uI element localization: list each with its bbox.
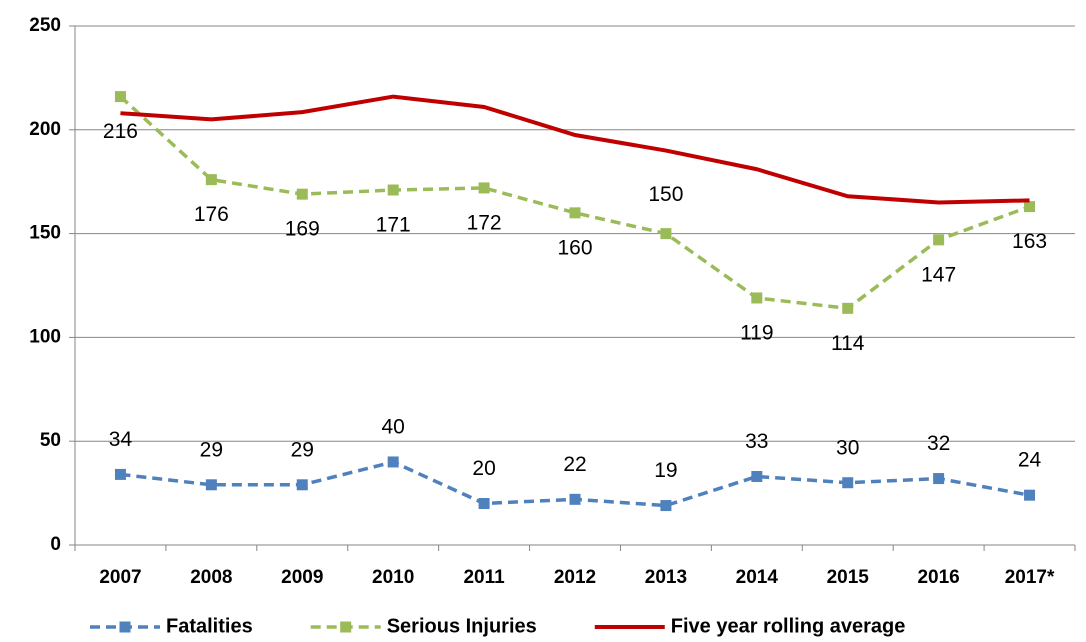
data-label: 22 (563, 453, 586, 476)
x-tick-label: 2011 (463, 567, 505, 588)
marker (296, 479, 308, 491)
data-label: 29 (291, 438, 314, 461)
legend-label: Serious Injuries (387, 615, 537, 637)
data-label: 147 (921, 263, 956, 286)
marker (478, 182, 490, 194)
marker (205, 479, 217, 491)
data-label: 171 (376, 214, 411, 237)
y-tick-label: 200 (29, 119, 61, 140)
data-label: 33 (745, 430, 768, 453)
marker (933, 473, 945, 485)
y-tick-label: 50 (40, 430, 61, 451)
marker (387, 184, 399, 196)
x-tick-label: 2012 (554, 567, 596, 588)
data-label: 40 (382, 416, 405, 439)
data-label: 32 (927, 432, 950, 455)
x-tick-label: 2009 (281, 567, 323, 588)
data-label: 176 (194, 203, 229, 226)
series-line (119, 95, 1031, 311)
data-label: 114 (831, 332, 865, 355)
x-tick-label: 2008 (190, 567, 232, 588)
marker (842, 477, 854, 489)
marker (660, 500, 672, 512)
x-tick-label: 2015 (827, 567, 870, 588)
legend-marker (119, 621, 131, 633)
marker (114, 91, 126, 103)
marker (751, 292, 763, 304)
data-label: 24 (1018, 449, 1042, 472)
x-tick-label: 2014 (736, 567, 779, 588)
marker (842, 302, 854, 314)
marker (751, 470, 763, 482)
legend-marker (340, 621, 352, 633)
series-line (120, 94, 1030, 205)
data-label: 216 (103, 120, 138, 143)
x-tick-label: 2017* (1005, 567, 1055, 588)
data-label: 29 (200, 438, 223, 461)
marker (478, 497, 490, 509)
data-label: 163 (1012, 230, 1047, 253)
y-tick-label: 150 (29, 223, 61, 244)
marker (933, 234, 945, 246)
data-label: 20 (472, 457, 495, 480)
x-tick-label: 2007 (99, 567, 141, 588)
data-label: 150 (648, 183, 683, 206)
legend-label: Five year rolling average (671, 615, 906, 637)
x-tick-label: 2016 (917, 567, 959, 588)
y-tick-label: 250 (29, 15, 61, 36)
marker (296, 188, 308, 200)
x-tick-label: 2010 (372, 567, 414, 588)
data-label: 30 (836, 436, 859, 459)
y-tick-label: 0 (50, 534, 61, 555)
data-label: 172 (467, 211, 502, 234)
legend-label: Fatalities (166, 615, 253, 637)
marker (569, 493, 581, 505)
y-tick-label: 100 (29, 326, 61, 347)
data-label: 19 (654, 459, 677, 482)
data-label: 160 (557, 236, 592, 259)
marker (114, 468, 126, 480)
marker (660, 228, 672, 240)
x-tick-label: 2013 (645, 567, 687, 588)
data-label: 169 (285, 218, 320, 241)
data-label: 119 (740, 322, 773, 345)
marker (1024, 201, 1036, 213)
marker (569, 207, 581, 219)
data-label: 34 (109, 428, 133, 451)
marker (205, 174, 217, 186)
marker (387, 456, 399, 468)
marker (1024, 489, 1036, 501)
